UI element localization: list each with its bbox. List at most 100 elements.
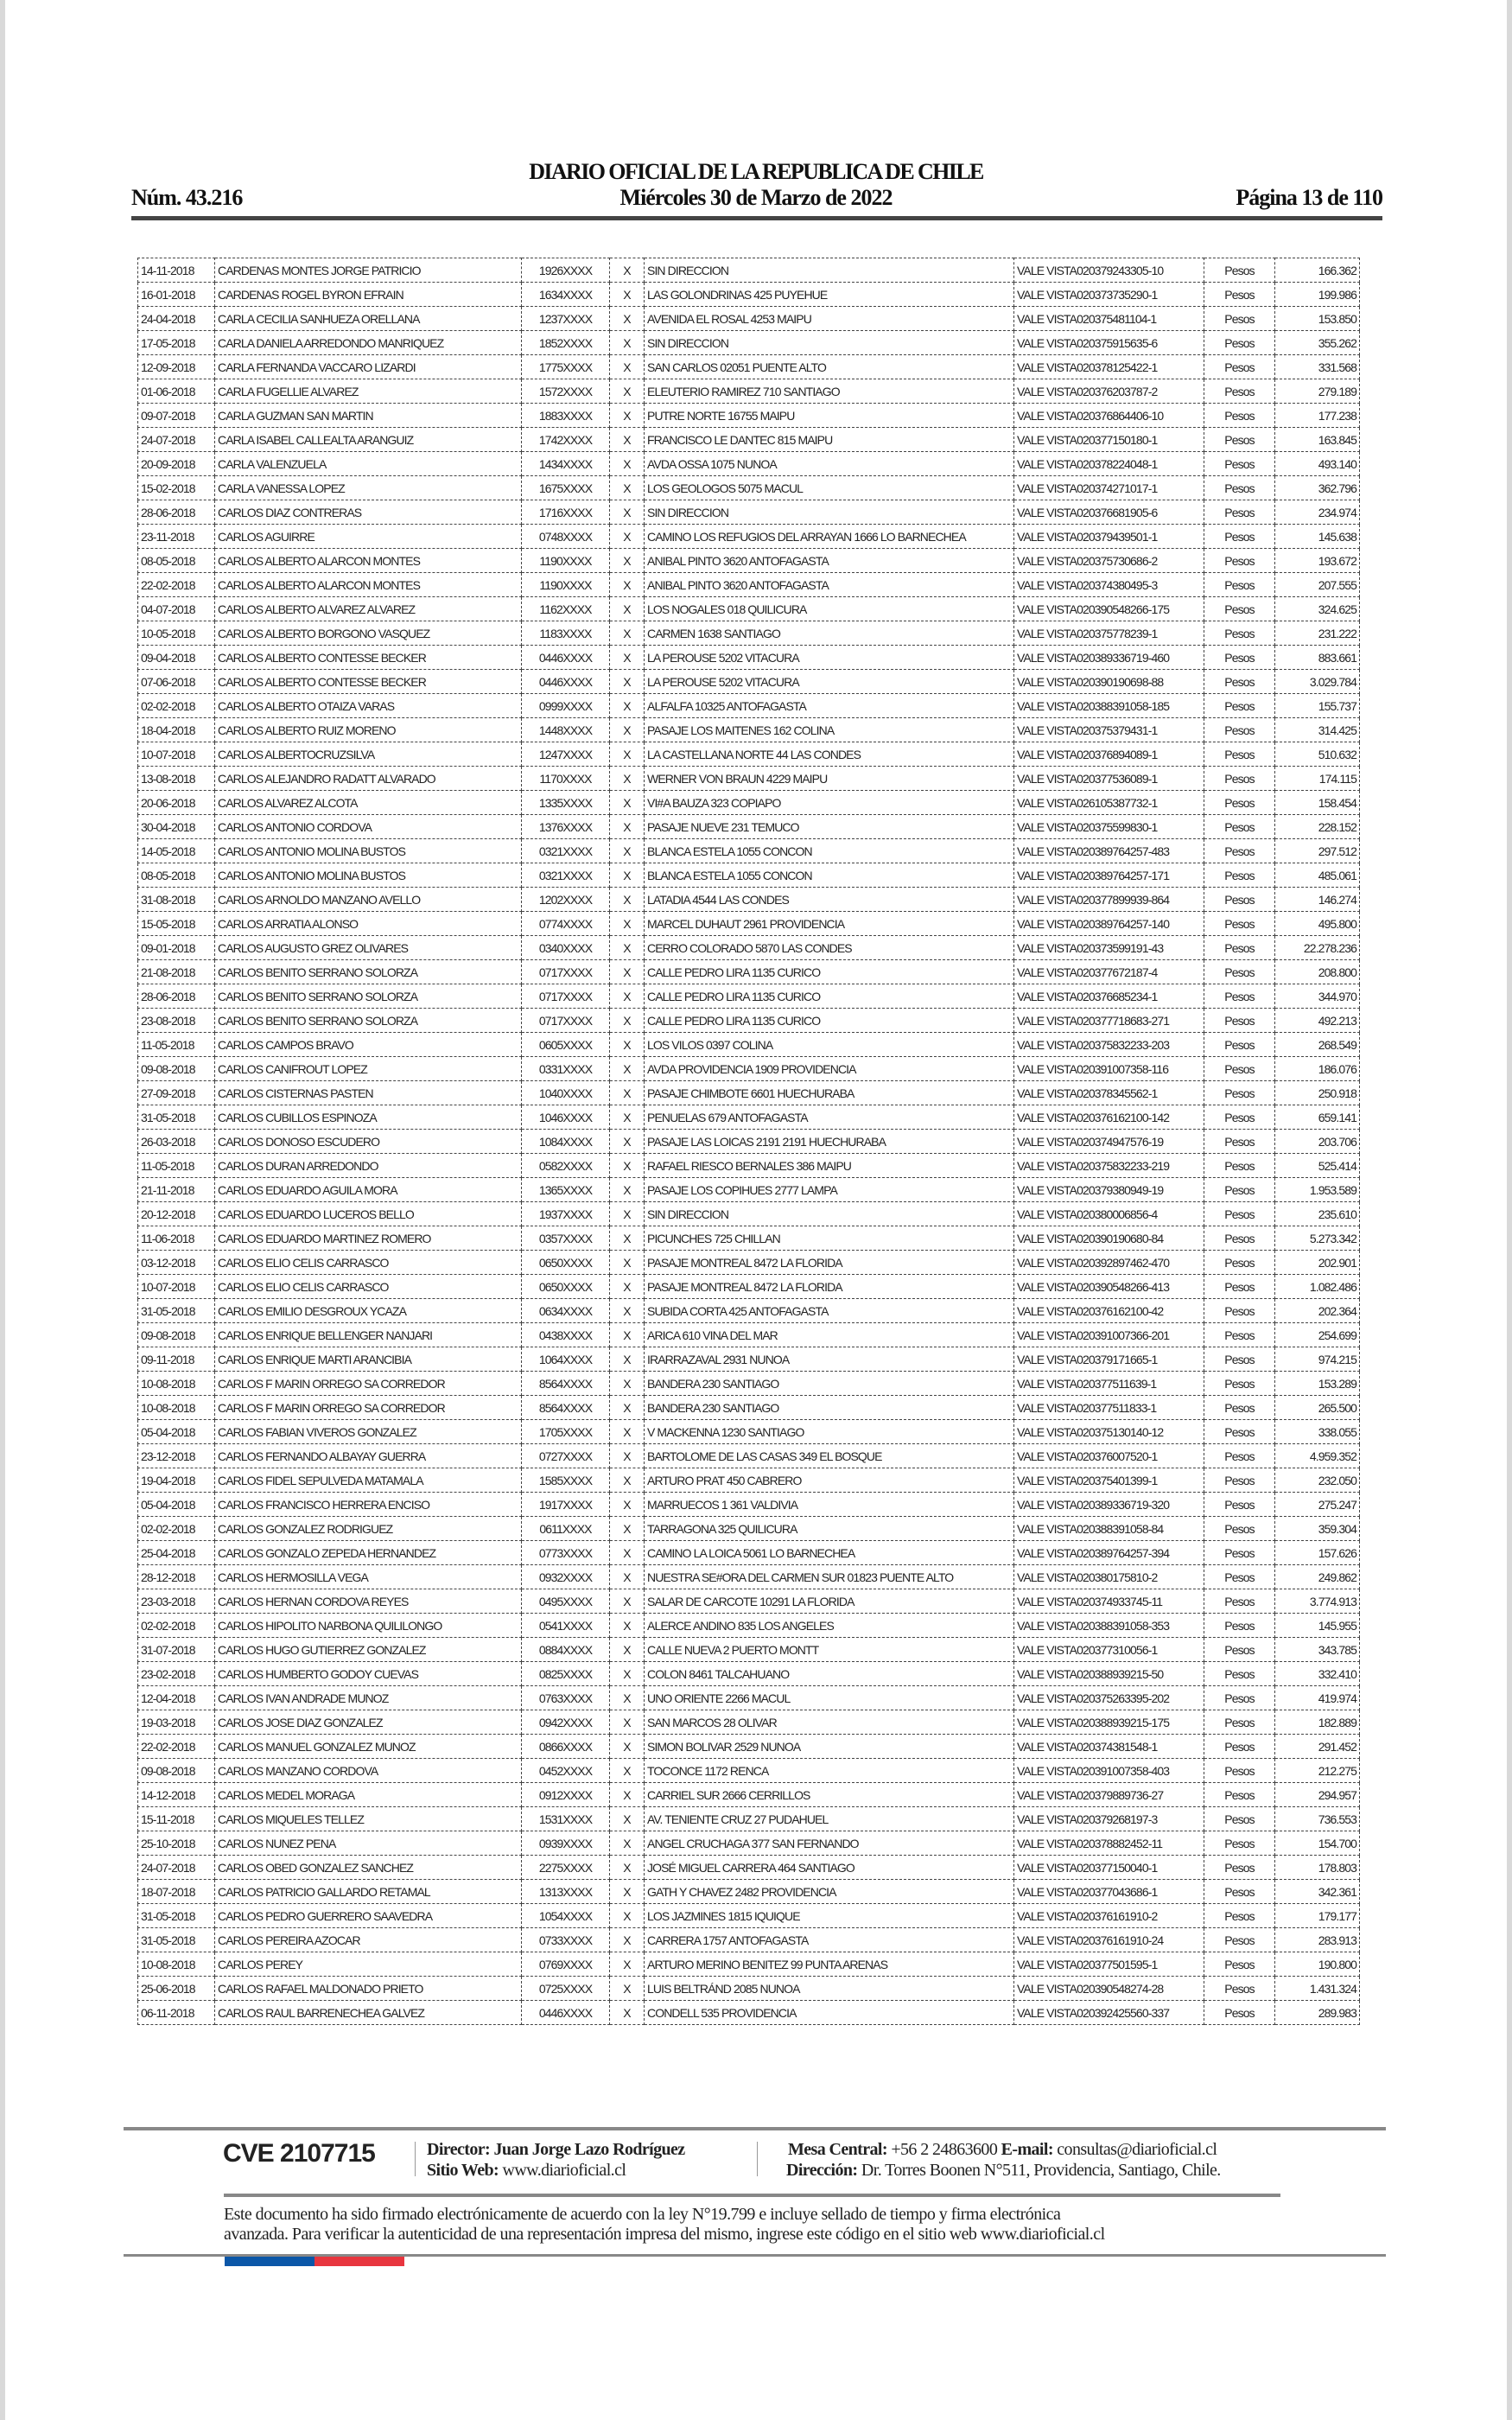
- table-row: 09-04-2018 CARLOS ALBERTO CONTESSE BECKER…: [137, 645, 1360, 670]
- address-cell: IRARRAZAVAL 2931 NUNOA: [644, 1347, 1014, 1372]
- payment-document-cell: VALE VISTA020379171665-1: [1013, 1347, 1204, 1372]
- currency-cell: Pesos: [1204, 814, 1275, 839]
- rut-cell: 1237XXXX: [521, 306, 610, 331]
- currency-cell: Pesos: [1204, 1322, 1275, 1347]
- table-row: 16-01-2018 CARDENAS ROGEL BYRON EFRAIN 163…: [137, 282, 1360, 307]
- date-cell: 14-05-2018: [137, 838, 215, 863]
- beneficiary-name-cell: CARLOS EDUARDO MARTINEZ ROMERO: [214, 1226, 522, 1251]
- payment-document-cell: VALE VISTA020377536089-1: [1013, 766, 1204, 791]
- amount-cell: 186.076: [1274, 1056, 1360, 1081]
- currency-cell: Pesos: [1204, 1927, 1275, 1952]
- address-cell: LOS VILOS 0397 COLINA: [644, 1032, 1014, 1057]
- currency-cell: Pesos: [1204, 1201, 1275, 1226]
- payment-document-cell: VALE VISTA020374271017-1: [1013, 475, 1204, 500]
- x-mark-cell: X: [609, 1201, 645, 1226]
- payment-document-cell: VALE VISTA020389764257-394: [1013, 1540, 1204, 1565]
- address-cell: RAFAEL RIESCO BERNALES 386 MAIPU: [644, 1153, 1014, 1178]
- beneficiary-name-cell: CARLOS ALBERTO BORGONO VASQUEZ: [214, 621, 522, 646]
- date-cell: 10-05-2018: [137, 621, 215, 646]
- table-row: 17-05-2018 CARLA DANIELA ARREDONDO MANRIQ…: [137, 330, 1360, 355]
- address-cell: PASAJE CHIMBOTE 6601 HUECHURABA: [644, 1080, 1014, 1105]
- currency-cell: Pesos: [1204, 1782, 1275, 1807]
- address-cell: LOS NOGALES 018 QUILICURA: [644, 596, 1014, 621]
- address-cell: SAN MARCOS 28 OLIVAR: [644, 1710, 1014, 1735]
- date-cell: 22-02-2018: [137, 572, 215, 597]
- rut-cell: 0446XXXX: [521, 669, 610, 694]
- amount-cell: 190.800: [1274, 1952, 1360, 1977]
- rut-cell: 1162XXXX: [521, 596, 610, 621]
- rut-cell: 1883XXXX: [521, 403, 610, 428]
- table-row: 31-08-2018 CARLOS ARNOLDO MANZANO AVELLO 1…: [137, 887, 1360, 912]
- payment-document-cell: VALE VISTA020377672187-4: [1013, 959, 1204, 984]
- currency-cell: Pesos: [1204, 500, 1275, 525]
- rut-cell: 0942XXXX: [521, 1710, 610, 1735]
- x-mark-cell: X: [609, 379, 645, 404]
- email-link[interactable]: consultas@diarioficial.cl: [1057, 2140, 1217, 2159]
- payment-document-cell: VALE VISTA020388939215-175: [1013, 1710, 1204, 1735]
- address-cell: BARTOLOME DE LAS CASAS 349 EL BOSQUE: [644, 1443, 1014, 1468]
- rut-cell: 0605XXXX: [521, 1032, 610, 1057]
- x-mark-cell: X: [609, 475, 645, 500]
- table-row: 23-03-2018 CARLOS HERNAN CORDOVA REYES 049…: [137, 1589, 1360, 1614]
- date-cell: 20-09-2018: [137, 451, 215, 476]
- rut-cell: 0825XXXX: [521, 1661, 610, 1686]
- table-row: 09-08-2018 CARLOS CANIFROUT LOPEZ 0331XXXX…: [137, 1056, 1360, 1081]
- payment-document-cell: VALE VISTA020375379431-1: [1013, 717, 1204, 742]
- address-cell: MARRUECOS 1 361 VALDIVIA: [644, 1492, 1014, 1517]
- website-link[interactable]: www.diarioficial.cl: [502, 2161, 626, 2180]
- date-cell: 18-04-2018: [137, 717, 215, 742]
- x-mark-cell: X: [609, 403, 645, 428]
- rut-cell: 0717XXXX: [521, 959, 610, 984]
- x-mark-cell: X: [609, 1564, 645, 1589]
- amount-cell: 157.626: [1274, 1540, 1360, 1565]
- beneficiary-name-cell: CARLOS DONOSO ESCUDERO: [214, 1129, 522, 1154]
- director-name: Juan Jorge Lazo Rodríguez: [493, 2140, 685, 2159]
- currency-cell: Pesos: [1204, 766, 1275, 791]
- table-row: 19-04-2018 CARLOS FIDEL SEPULVEDA MATAMAL…: [137, 1468, 1360, 1493]
- address-cell: LA PEROUSE 5202 VITACURA: [644, 669, 1014, 694]
- beneficiary-name-cell: CARLOS MEDEL MORAGA: [214, 1782, 522, 1807]
- payment-document-cell: VALE VISTA020379243305-10: [1013, 258, 1204, 283]
- payment-document-cell: VALE VISTA020378224048-1: [1013, 451, 1204, 476]
- rut-cell: 0774XXXX: [521, 911, 610, 936]
- payment-document-cell: VALE VISTA020374933745-11: [1013, 1589, 1204, 1614]
- x-mark-cell: X: [609, 1347, 645, 1372]
- table-row: 08-05-2018 CARLOS ANTONIO MOLINA BUSTOS 03…: [137, 863, 1360, 888]
- date-cell: 23-03-2018: [137, 1589, 215, 1614]
- date-cell: 08-05-2018: [137, 548, 215, 573]
- amount-cell: 250.918: [1274, 1080, 1360, 1105]
- address-cell: TARRAGONA 325 QUILICURA: [644, 1516, 1014, 1541]
- rut-cell: 1046XXXX: [521, 1105, 610, 1130]
- amount-cell: 275.247: [1274, 1492, 1360, 1517]
- issue-date: Miércoles 30 de Marzo de 2022: [619, 185, 893, 210]
- amount-cell: 177.238: [1274, 403, 1360, 428]
- currency-cell: Pesos: [1204, 1831, 1275, 1856]
- table-row: 04-07-2018 CARLOS ALBERTO ALVAREZ ALVAREZ…: [137, 596, 1360, 621]
- rut-cell: 0748XXXX: [521, 524, 610, 549]
- rut-cell: 0446XXXX: [521, 645, 610, 670]
- date-cell: 23-11-2018: [137, 524, 215, 549]
- rut-cell: 1064XXXX: [521, 1347, 610, 1372]
- beneficiary-name-cell: CARLA VALENZUELA: [214, 451, 522, 476]
- x-mark-cell: X: [609, 693, 645, 718]
- date-cell: 31-05-2018: [137, 1903, 215, 1928]
- currency-cell: Pesos: [1204, 838, 1275, 863]
- x-mark-cell: X: [609, 766, 645, 791]
- x-mark-cell: X: [609, 669, 645, 694]
- currency-cell: Pesos: [1204, 379, 1275, 404]
- table-row: 19-03-2018 CARLOS JOSE DIAZ GONZALEZ 0942X…: [137, 1710, 1360, 1735]
- date-cell: 23-02-2018: [137, 1661, 215, 1686]
- x-mark-cell: X: [609, 1129, 645, 1154]
- date-cell: 12-04-2018: [137, 1685, 215, 1710]
- table-row: 07-06-2018 CARLOS ALBERTO CONTESSE BECKER…: [137, 669, 1360, 694]
- rut-cell: 0717XXXX: [521, 1008, 610, 1033]
- date-cell: 09-11-2018: [137, 1347, 215, 1372]
- currency-cell: Pesos: [1204, 1613, 1275, 1638]
- table-row: 31-05-2018 CARLOS PEREIRA AZOCAR 0733XXXX X…: [137, 1927, 1360, 1952]
- table-row: 23-11-2018 CARLOS AGUIRRE 0748XXXX X CAMINO …: [137, 524, 1360, 549]
- amount-cell: 231.222: [1274, 621, 1360, 646]
- payment-document-cell: VALE VISTA020380175810-2: [1013, 1564, 1204, 1589]
- x-mark-cell: X: [609, 1492, 645, 1517]
- rut-cell: 1572XXXX: [521, 379, 610, 404]
- currency-cell: Pesos: [1204, 1008, 1275, 1033]
